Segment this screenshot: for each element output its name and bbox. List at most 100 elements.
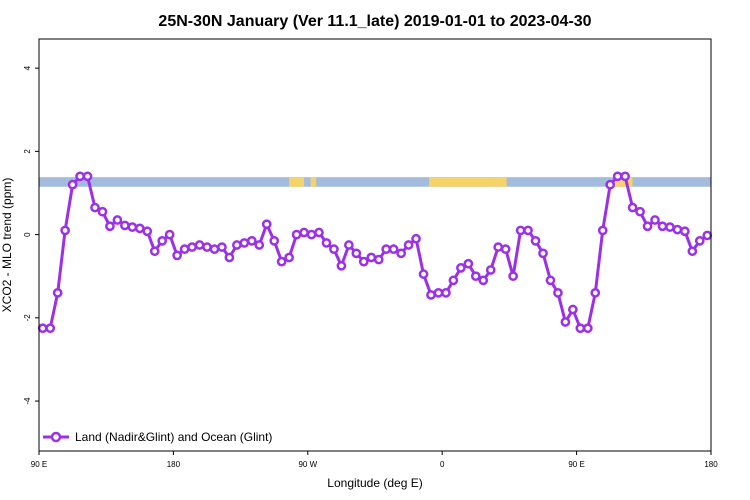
- data-point: [597, 225, 608, 236]
- data-point: [306, 229, 317, 240]
- data-point: [37, 323, 48, 334]
- chart-title: 25N-30N January (Ver 11.1_late) 2019-01-…: [158, 13, 591, 30]
- data-point: [680, 226, 690, 237]
- data-point: [590, 288, 601, 298]
- data-point: [366, 252, 377, 263]
- data-point: [164, 229, 175, 240]
- legend-label: Land (Nadir&Glint) and Ocean (Glint): [75, 430, 272, 444]
- data-point: [672, 224, 683, 235]
- data-point: [232, 240, 242, 250]
- data-point: [45, 323, 56, 334]
- data-point: [90, 202, 100, 213]
- data-point: [209, 244, 220, 255]
- data-point: [194, 240, 205, 250]
- land-span: [494, 177, 507, 187]
- series-layer: [37, 171, 713, 334]
- data-point: [470, 271, 481, 282]
- data-point: [82, 171, 93, 182]
- data-point: [60, 225, 70, 236]
- y-tick-label: -4: [23, 397, 32, 405]
- data-point: [411, 233, 421, 244]
- data-point: [687, 246, 698, 257]
- data-point: [560, 317, 571, 327]
- data-point: [523, 225, 533, 236]
- ocean-band: [39, 177, 711, 187]
- data-point: [187, 242, 197, 252]
- x-tick-label: 0: [440, 460, 445, 469]
- data-point: [246, 235, 257, 246]
- data-point: [493, 242, 504, 252]
- data-point: [97, 206, 108, 217]
- data-point: [500, 244, 511, 255]
- x-tick-label: 90 E: [31, 460, 47, 469]
- data-point: [269, 235, 280, 246]
- data-point: [134, 223, 145, 234]
- data-point: [635, 206, 645, 217]
- legend: Land (Nadir&Glint) and Ocean (Glint): [43, 430, 272, 444]
- data-point: [582, 323, 593, 334]
- x-tick-label: 180: [167, 460, 181, 469]
- data-point: [650, 215, 660, 225]
- data-point: [657, 221, 668, 232]
- data-point: [515, 225, 526, 236]
- data-point: [433, 288, 444, 298]
- data-point: [75, 171, 85, 182]
- land-span: [429, 177, 495, 187]
- data-point: [702, 230, 713, 241]
- data-point: [112, 215, 123, 225]
- data-point: [329, 244, 339, 255]
- data-point: [52, 288, 63, 298]
- data-point: [172, 250, 182, 261]
- data-point: [396, 248, 406, 259]
- x-tick-label: 180: [704, 460, 718, 469]
- data-point: [224, 252, 235, 263]
- data-point: [478, 275, 489, 286]
- data-point: [127, 222, 138, 232]
- data-point: [620, 171, 630, 182]
- data-point: [545, 275, 556, 286]
- data-point: [202, 242, 212, 252]
- data-point: [217, 242, 227, 252]
- data-point: [463, 258, 474, 269]
- land-span: [289, 177, 305, 187]
- data-point: [105, 221, 115, 232]
- data-point: [426, 290, 436, 300]
- data-point: [149, 246, 160, 257]
- land-span: [310, 177, 317, 187]
- data-point: [508, 271, 518, 282]
- data-point: [694, 235, 705, 246]
- data-point: [179, 244, 190, 255]
- x-tick-label: 90 E: [568, 460, 584, 469]
- x-tick-label: 90 W: [298, 460, 317, 469]
- data-point: [254, 240, 265, 250]
- data-point: [456, 263, 466, 273]
- data-point: [448, 275, 459, 286]
- data-point: [120, 220, 130, 231]
- data-point: [441, 288, 451, 298]
- data-point: [418, 269, 429, 279]
- data-point: [381, 244, 392, 255]
- axes: 90 E 180 90 W 0 90 E 180 4 2 0 -2 -4: [23, 65, 718, 469]
- land-ocean-band: [39, 177, 711, 187]
- plot-frame: [38, 38, 712, 452]
- data-point: [239, 238, 250, 248]
- data-point: [142, 226, 153, 237]
- series-line: [42, 174, 709, 330]
- y-tick-label: 0: [23, 232, 32, 237]
- x-axis-label: Longitude (deg E): [327, 476, 422, 490]
- y-tick-label: -2: [23, 314, 32, 322]
- data-point: [157, 235, 168, 246]
- data-point: [575, 323, 586, 334]
- data-point: [388, 244, 399, 255]
- data-point: [485, 265, 496, 275]
- data-point: [321, 238, 332, 248]
- data-point: [642, 221, 653, 232]
- data-point: [299, 227, 309, 238]
- data-point: [261, 219, 272, 230]
- y-tick-label: 4: [23, 65, 32, 70]
- data-point: [284, 252, 294, 263]
- land-span: [613, 177, 633, 187]
- data-point: [314, 227, 324, 238]
- y-axis-label: XCO2 - MLO trend (ppm): [0, 178, 14, 313]
